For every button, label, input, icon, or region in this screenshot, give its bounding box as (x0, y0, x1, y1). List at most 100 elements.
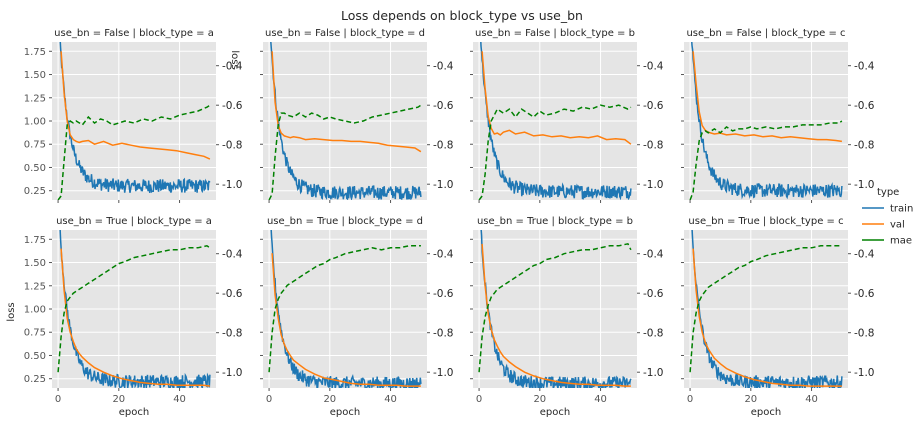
y-right-tick-label: -1.0 (433, 179, 454, 191)
val-series-line (60, 51, 211, 160)
y-right-tick-label: -0.4 (854, 61, 875, 73)
y-right-tick-label: -1.0 (643, 367, 664, 379)
x-tick-label: 40 (384, 394, 397, 405)
y-right-tick-label: -0.4 (433, 249, 454, 261)
val-series-line (481, 51, 632, 145)
y-right-tick-label: -0.6 (222, 100, 243, 112)
val-series-line (60, 248, 211, 387)
val-series-line (692, 248, 842, 387)
panel-plot-area (57, 42, 211, 200)
facet-panel: use_bn = True | block_type = b -1.0 -0.8 -0… (470, 216, 664, 418)
y-right-tick-label: -0.4 (222, 61, 243, 73)
train-series-line (480, 42, 632, 200)
facet-panel: use_bn = True | block_type = d -1.0 -0.8 -0… (260, 216, 454, 418)
panel-title: use_bn = False | block_type = d (265, 28, 425, 39)
mae-series-line (268, 104, 422, 200)
y-tick-label: 1.00 (24, 117, 46, 128)
panel-plot-area (478, 230, 632, 388)
panel-title: use_bn = True | block_type = c (688, 216, 843, 227)
legend-label: val (890, 220, 905, 231)
y-tick-label: 0.50 (24, 351, 46, 362)
panel-title: use_bn = False | block_type = a (54, 28, 214, 39)
panel-plot-area (689, 230, 843, 388)
x-axis-label: epoch (540, 407, 570, 418)
y-right-tick-label: -0.8 (433, 140, 454, 152)
y-right-tick-label: -0.8 (643, 328, 664, 340)
mae-series-line (57, 244, 211, 373)
y-right-tick-label: -0.4 (854, 249, 875, 261)
x-tick-label: 20 (744, 394, 757, 405)
x-tick-label: 40 (594, 394, 607, 405)
y-right-tick-label: -0.6 (433, 288, 454, 300)
y-right-tick-label: -0.8 (222, 140, 243, 152)
legend: type train val mae (862, 187, 913, 247)
y-right-tick-label: -0.8 (854, 140, 875, 152)
y-right-tick-label: -0.4 (643, 249, 664, 261)
facet-panel: use_bn = False | block_type = d -1.0 -0.8 -… (260, 28, 454, 203)
y-tick-label: 0.75 (24, 328, 46, 339)
mae-series-line (689, 120, 843, 200)
train-series-line (59, 230, 211, 388)
x-axis-label: epoch (751, 407, 781, 418)
val-series-line (271, 51, 422, 153)
facet-panel: use_bn = False | block_type = a 0.25 0.50 0… (24, 28, 243, 203)
x-axis-label: epoch (119, 407, 149, 418)
y-tick-label: 1.50 (24, 258, 46, 269)
mae-series-line (478, 104, 632, 200)
y-right-tick-label: -1.0 (854, 367, 875, 379)
y-tick-label: 0.75 (24, 140, 46, 151)
train-series-line (480, 230, 632, 388)
y-tick-label: 0.25 (24, 374, 46, 385)
x-tick-label: 20 (533, 394, 546, 405)
y-tick-label: 1.50 (24, 70, 46, 81)
y-right-tick-label: -1.0 (222, 179, 243, 191)
y-right-tick-label: -0.8 (643, 140, 664, 152)
y-right-tick-label: -0.6 (643, 100, 664, 112)
train-series-line (270, 42, 422, 200)
x-tick-label: 0 (266, 394, 272, 405)
panel-plot-area (478, 42, 632, 200)
x-axis-label: epoch (330, 407, 360, 418)
x-tick-label: 40 (173, 394, 186, 405)
mae-series-line (57, 104, 211, 200)
figure-title: Loss depends on block_type vs use_bn (341, 8, 583, 23)
panel-plot-area (57, 230, 211, 388)
val-series-line (481, 243, 631, 387)
y-axis-label: loss (6, 302, 17, 321)
x-tick-label: 40 (805, 394, 818, 405)
panel-title: use_bn = True | block_type = b (477, 216, 633, 227)
y-axis-label-right: loss (229, 50, 240, 69)
y-tick-label: 0.50 (24, 163, 46, 174)
x-tick-label: 20 (112, 394, 125, 405)
y-right-tick-label: -0.6 (643, 288, 664, 300)
y-tick-label: 1.25 (24, 93, 46, 104)
mae-series-line (689, 245, 842, 373)
y-tick-label: 1.75 (24, 47, 46, 58)
train-series-line (270, 230, 422, 388)
train-series-line (691, 230, 843, 388)
train-series-line (691, 42, 843, 200)
y-right-tick-label: -1.0 (222, 367, 243, 379)
legend-title: type (877, 187, 899, 198)
y-tick-label: 1.00 (24, 305, 46, 316)
y-right-tick-label: -0.6 (854, 288, 875, 300)
panel-title: use_bn = False | block_type = b (475, 28, 635, 39)
y-right-tick-label: -0.6 (854, 100, 875, 112)
panel-title: use_bn = True | block_type = a (56, 216, 212, 227)
y-tick-label: 1.25 (24, 281, 46, 292)
x-tick-label: 20 (323, 394, 336, 405)
y-tick-label: 1.75 (24, 235, 46, 246)
x-tick-label: 0 (476, 394, 482, 405)
val-series-line (692, 51, 843, 143)
y-right-tick-label: -0.4 (222, 249, 243, 261)
y-right-tick-label: -0.8 (433, 328, 454, 340)
panel-title: use_bn = False | block_type = c (686, 28, 845, 39)
facet-panel: use_bn = True | block_type = a 0.25 0.50 0.… (24, 216, 243, 418)
legend-label: train (890, 204, 913, 215)
panel-plot-area (268, 230, 422, 388)
train-series-line (59, 42, 211, 194)
y-tick-label: 0.25 (24, 186, 46, 197)
mae-series-line (268, 245, 421, 373)
facet-panel: use_bn = True | block_type = c -1.0 -0.8 -0… (681, 216, 875, 418)
